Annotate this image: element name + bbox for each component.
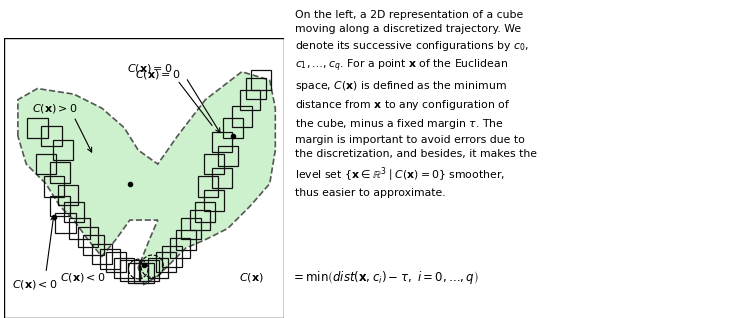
Bar <box>120 260 140 280</box>
Bar <box>41 126 61 146</box>
Bar <box>251 70 271 90</box>
Bar <box>50 162 70 183</box>
Bar <box>128 263 148 283</box>
Bar <box>212 132 232 152</box>
Text: $C(\mathbf{x})$: $C(\mathbf{x})$ <box>239 272 264 284</box>
Text: $C(\mathbf{x}) > 0$: $C(\mathbf{x}) > 0$ <box>32 102 78 114</box>
Text: $C(\mathbf{x}) = 0$: $C(\mathbf{x}) = 0$ <box>126 62 173 74</box>
Bar <box>55 213 75 233</box>
Bar <box>148 258 168 278</box>
Bar <box>44 176 64 197</box>
Bar <box>232 107 252 127</box>
Bar <box>204 190 224 211</box>
Bar <box>204 154 224 174</box>
Bar <box>36 154 56 174</box>
Bar <box>170 238 190 258</box>
Bar <box>161 246 182 266</box>
Bar <box>195 202 215 222</box>
Bar <box>106 252 126 272</box>
Bar <box>63 202 84 222</box>
Bar <box>140 260 159 280</box>
Bar <box>134 263 154 283</box>
Bar <box>69 218 90 238</box>
FancyBboxPatch shape <box>4 38 284 318</box>
Bar <box>100 249 120 269</box>
Text: $C(\mathbf{x}) < 0$: $C(\mathbf{x}) < 0$ <box>12 278 58 291</box>
Text: $= \min\left(\mathit{dist}(\mathbf{x}, c_i) - \tau,\ i = 0, \ldots, q\right)$: $= \min\left(\mathit{dist}(\mathbf{x}, c… <box>291 269 480 287</box>
Text: On the left, a 2D representation of a cube
moving along a discretized trajectory: On the left, a 2D representation of a cu… <box>295 10 537 198</box>
Bar <box>58 185 78 205</box>
Bar <box>84 235 104 255</box>
Bar <box>114 258 134 278</box>
Text: $C(\mathbf{x}) = 0$: $C(\mathbf{x}) = 0$ <box>135 68 181 81</box>
Bar <box>182 218 202 238</box>
Text: $C(\mathbf{x}) < 0$: $C(\mathbf{x}) < 0$ <box>60 272 105 284</box>
Bar <box>176 230 196 250</box>
Bar <box>156 252 176 272</box>
Bar <box>246 79 266 99</box>
Bar <box>223 118 244 138</box>
Polygon shape <box>18 72 276 284</box>
Bar <box>198 176 218 197</box>
Bar <box>50 196 70 216</box>
Bar <box>190 210 210 230</box>
Bar <box>240 90 260 110</box>
Bar <box>212 168 232 188</box>
Bar <box>92 244 112 264</box>
Bar <box>78 227 98 247</box>
Bar <box>28 118 48 138</box>
Bar <box>217 146 238 166</box>
Bar <box>52 140 72 160</box>
